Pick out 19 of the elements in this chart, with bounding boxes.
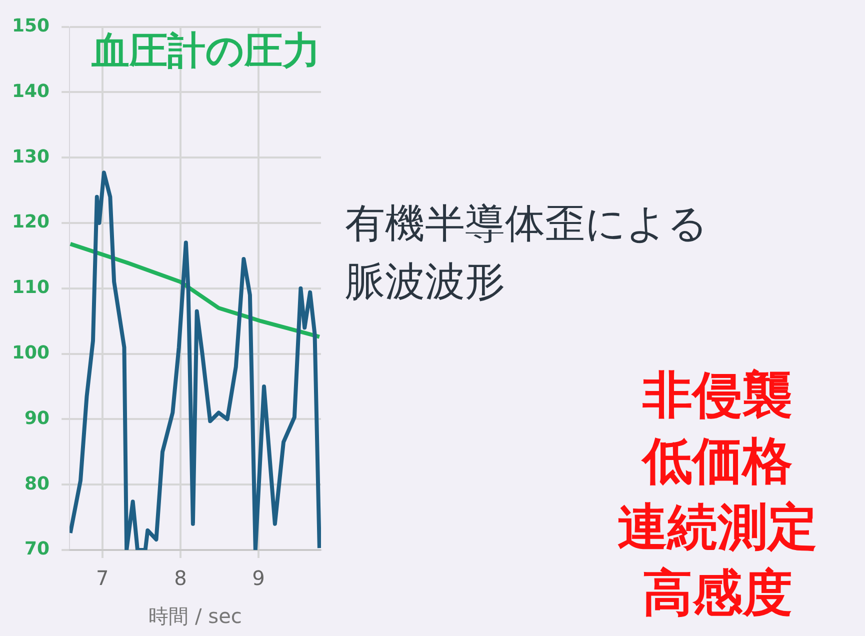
y-tick-label: 140 (12, 80, 50, 102)
text: 非侵襲 (642, 365, 794, 426)
text: 高感度 (642, 563, 794, 624)
x-axis-title: 時間 / sec (148, 604, 242, 628)
y-tick-label: 150 (12, 15, 50, 36)
y-tick-label: 70 (24, 538, 50, 560)
y-tick-label: 120 (12, 212, 50, 233)
y-tick-label: 130 (12, 146, 50, 168)
x-tick-label: 8 (174, 566, 187, 590)
x-tick-label: 9 (252, 566, 265, 590)
text: 低価格 (640, 431, 794, 492)
text: 有機半導体歪による脈波波形 (345, 200, 709, 307)
x-tick-label: 7 (96, 566, 109, 590)
y-tick-label: 80 (24, 473, 50, 494)
y-tick-label: 100 (12, 342, 50, 364)
y-tick-label: 90 (24, 408, 50, 429)
text: 連続測定 (616, 497, 818, 558)
y-tick-label: 110 (12, 277, 50, 298)
chart-title: 血圧計の圧力 (90, 28, 321, 73)
